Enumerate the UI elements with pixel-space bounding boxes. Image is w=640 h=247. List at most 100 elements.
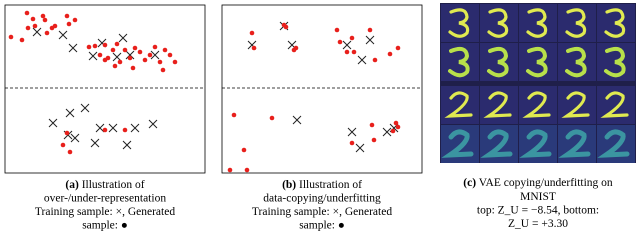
generated-sample — [367, 27, 373, 33]
generated-sample — [249, 30, 255, 36]
generated-sample — [19, 37, 25, 43]
caption-line: top: Z_U = −8.54, bottom: — [477, 205, 599, 217]
digit — [522, 91, 551, 118]
generated-sample — [162, 47, 168, 53]
panel-c-images — [440, 3, 636, 163]
generated-sample — [152, 44, 158, 50]
caption-line: data-copying/underfitting — [263, 193, 381, 205]
caption-line: sample: ● — [299, 220, 345, 232]
training-sample — [80, 103, 90, 113]
generated-sample — [102, 42, 108, 48]
digit — [604, 46, 626, 78]
training-sample — [88, 51, 98, 61]
generated-sample — [44, 30, 50, 36]
caption-text: over-/under-representation — [44, 193, 166, 205]
generated-sample — [67, 149, 73, 155]
digit — [441, 129, 474, 158]
digit — [526, 8, 548, 38]
panel-label: (b) — [282, 179, 296, 191]
digit — [597, 129, 630, 158]
caption-line: (c) VAE copying/underfitting on — [463, 177, 613, 189]
generated-sample — [369, 122, 375, 128]
training-sample — [95, 123, 105, 133]
figure: (a) Illustration of over-/under-represent… — [4, 3, 636, 232]
training-sample — [48, 118, 58, 128]
generated-sample — [142, 57, 148, 63]
caption-text: top: Z_U = −8.54, bottom: — [477, 205, 599, 217]
generated-sample — [283, 24, 289, 30]
generated-sample — [269, 115, 275, 121]
training-sample — [32, 27, 42, 37]
generated-sample — [227, 167, 233, 173]
generated-sample — [130, 65, 136, 71]
caption-text: data-copying/underfitting — [263, 193, 381, 205]
generated-sample — [64, 130, 70, 136]
caption-line: over-/under-representation — [44, 193, 166, 205]
generated-sample — [167, 52, 173, 58]
generated-sample — [231, 112, 237, 118]
digit — [565, 8, 587, 38]
generated-sample — [395, 45, 401, 51]
generated-sample — [349, 35, 355, 41]
generated-sample — [117, 59, 123, 65]
generated-sample — [147, 52, 153, 58]
training-sample — [292, 115, 302, 125]
generated-sample — [293, 45, 299, 51]
training-sample — [90, 138, 100, 148]
generated-sample — [102, 127, 108, 133]
generated-sample — [393, 120, 399, 126]
generated-sample — [132, 45, 138, 51]
caption-text: Training sample: ×, Generated — [252, 206, 392, 218]
generated-sample — [25, 25, 31, 31]
training-sample — [108, 123, 118, 133]
generated-sample — [40, 13, 46, 19]
generated-sample — [52, 23, 58, 29]
generated-sample — [122, 47, 128, 53]
generated-sample — [172, 59, 178, 65]
generated-sample — [110, 47, 116, 53]
generated-sample — [351, 49, 357, 55]
training-sample — [70, 133, 80, 143]
digit — [604, 8, 626, 38]
digit — [487, 46, 509, 78]
panel-label: (c) — [463, 177, 476, 189]
digit — [526, 46, 548, 78]
training-sample — [68, 43, 78, 53]
generated-sample — [349, 140, 355, 146]
training-sample — [347, 127, 357, 137]
generated-sample — [251, 45, 257, 51]
generated-sample — [60, 142, 66, 148]
generated-sample — [32, 23, 38, 29]
caption-text: sample: ● — [82, 220, 128, 232]
digit — [565, 46, 587, 78]
caption-text: VAE copying/underfitting on — [479, 177, 613, 189]
generated-sample — [8, 34, 14, 40]
training-sample — [355, 143, 365, 153]
generated-sample — [371, 137, 377, 143]
training-sample — [58, 30, 68, 40]
caption-text: MNIST — [520, 191, 556, 203]
digit — [558, 129, 591, 158]
generated-sample — [241, 147, 247, 153]
caption-line: (b) Illustration of — [282, 179, 362, 191]
generated-sample — [244, 167, 250, 173]
generated-sample — [137, 49, 143, 55]
panel-b — [221, 4, 423, 174]
generated-sample — [122, 127, 128, 133]
training-sample — [148, 119, 158, 129]
caption-text: Training sample: ×, Generated — [35, 206, 175, 218]
training-sample — [65, 108, 75, 118]
generated-sample — [157, 59, 163, 65]
caption-line: Z_U = +3.30 — [508, 218, 568, 230]
generated-sample — [390, 128, 396, 134]
generated-sample — [372, 57, 378, 63]
digit — [561, 91, 590, 118]
digit — [483, 91, 512, 118]
generated-sample — [395, 124, 401, 130]
digit — [600, 91, 629, 118]
panel-label: (a) — [65, 179, 79, 191]
generated-sample — [337, 39, 343, 45]
training-sample — [357, 55, 367, 65]
generated-sample — [112, 63, 118, 69]
caption-line: MNIST — [520, 191, 556, 203]
